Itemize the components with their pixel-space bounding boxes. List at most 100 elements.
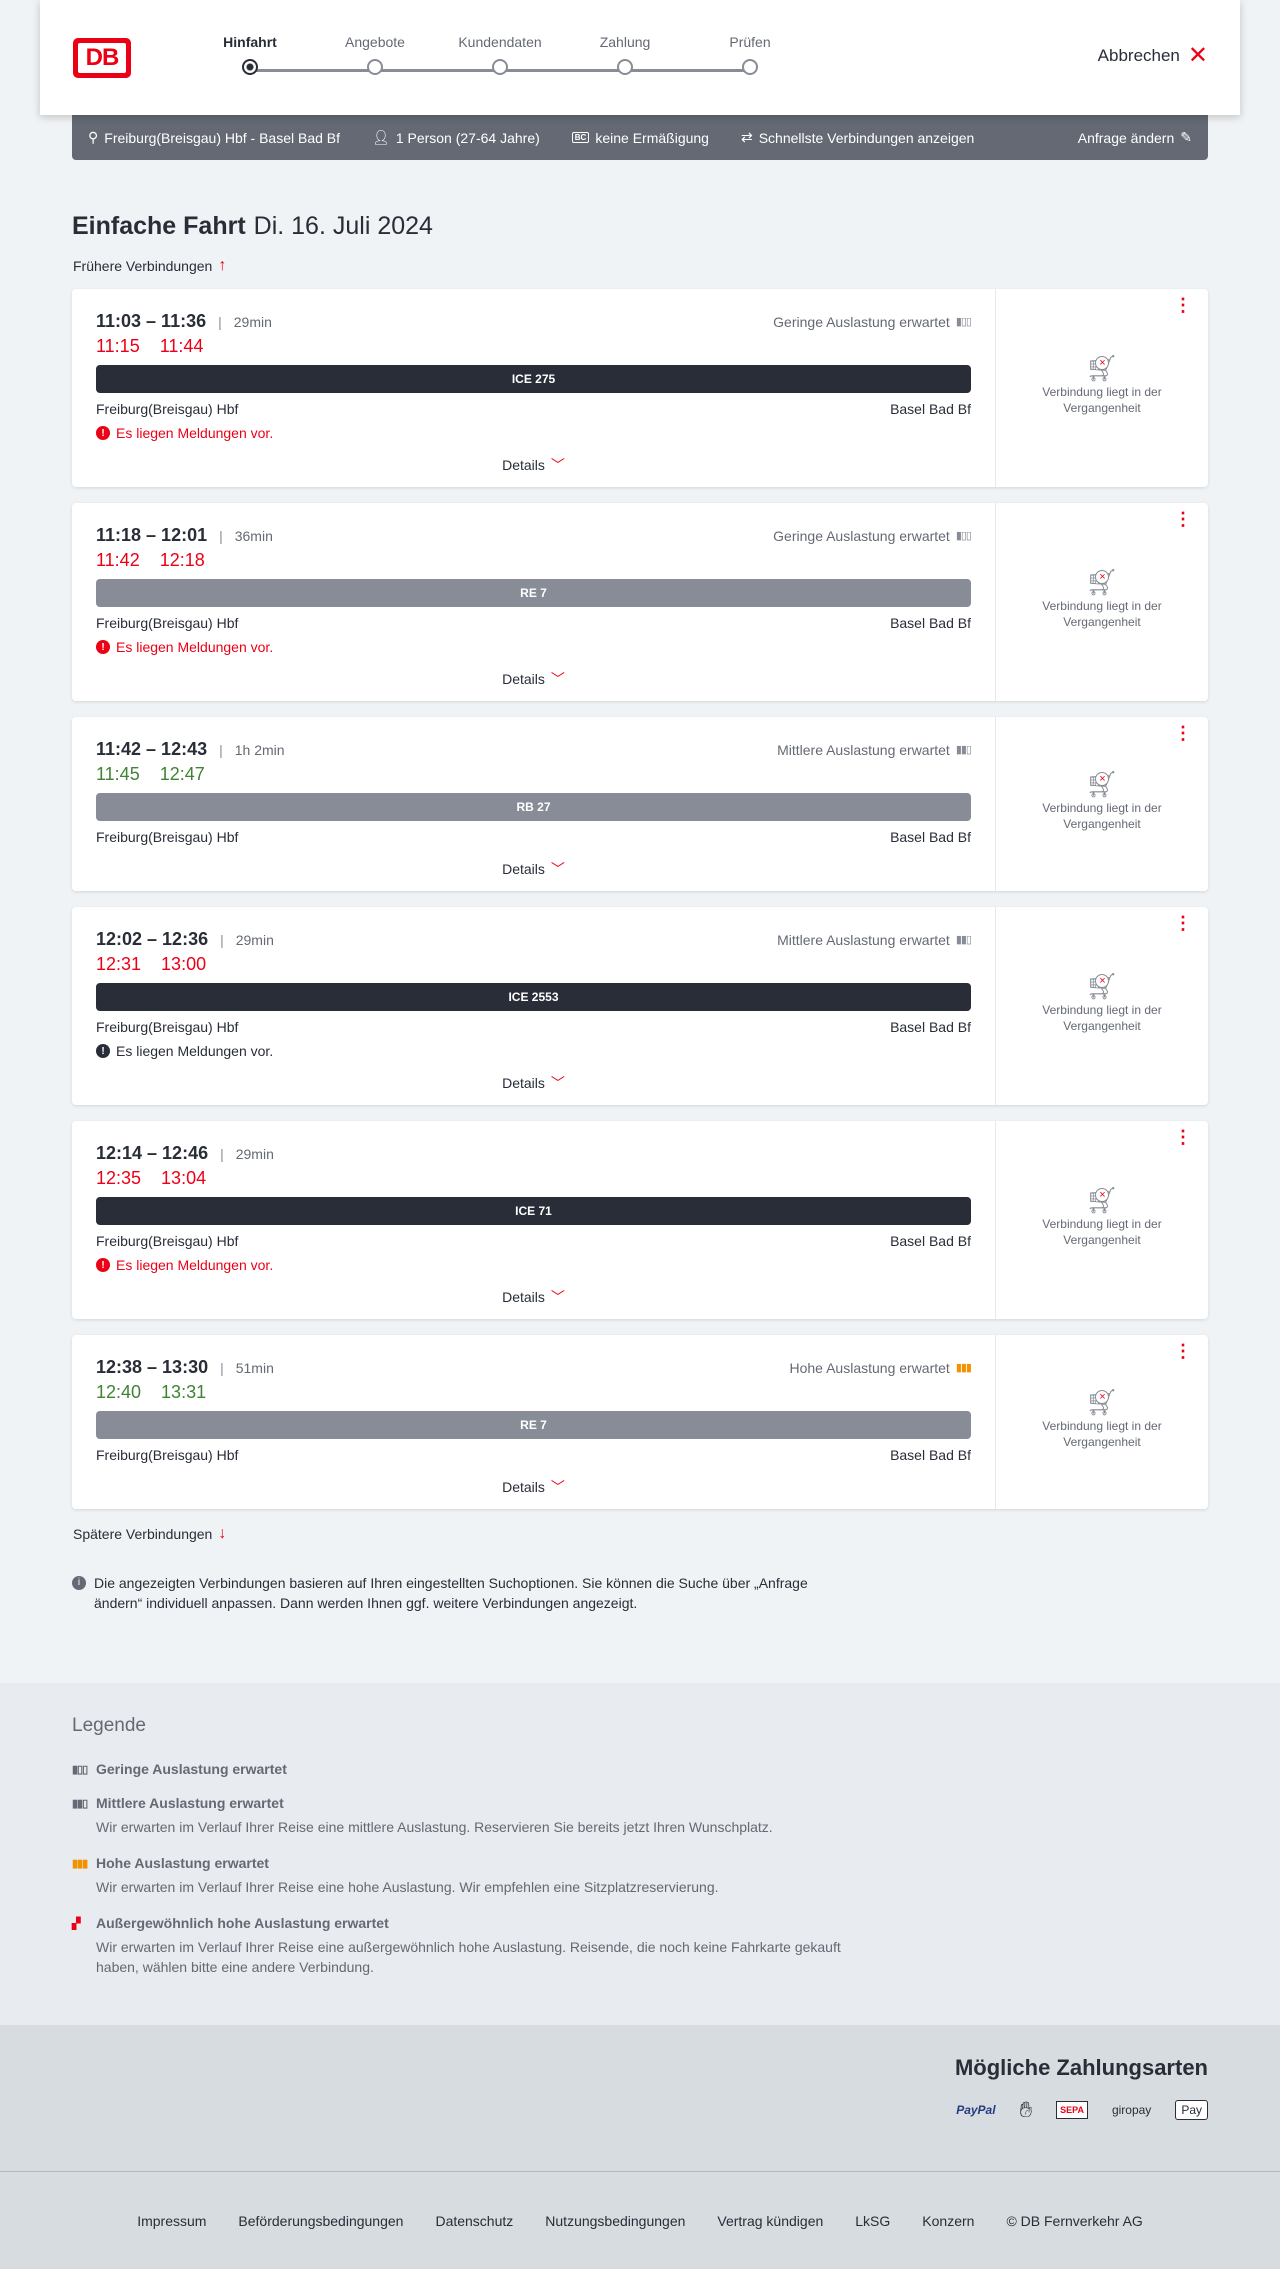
info-icon: i — [72, 1576, 86, 1590]
booking-panel: ⋮ 🛒︎× Verbindung liegt in der Vergangenhei… — [995, 289, 1208, 487]
divider: | — [219, 741, 223, 758]
legend-item: ▮▮▯ Mittlere Auslastung erwartet Wir erwar… — [72, 1795, 773, 1835]
planned-times: 12:38 – 13:30 — [96, 1357, 209, 1377]
legend-item: ▞ Außergewöhnlich hohe Auslastung erwarte… — [72, 1915, 841, 1975]
step-hinfahrt: Hinfahrt — [200, 34, 300, 75]
footer-link[interactable]: © DB Fernverkehr AG — [1006, 2212, 1143, 2229]
arrow-down-icon: ↓ — [218, 1525, 227, 1542]
connection-card[interactable]: 11:03 – 11:36 | 29min Geringe Auslastung e… — [72, 289, 1208, 487]
message-notice[interactable]: ! Es liegen Meldungen vor. — [96, 425, 971, 441]
train-bar[interactable]: ICE 275 — [96, 365, 971, 393]
actual-times: 12:31 13:00 — [96, 954, 207, 974]
info-note: i Die angezeigten Verbindungen basieren a… — [72, 1573, 842, 1613]
chevron-down-icon: ﹀ — [550, 1479, 565, 1495]
step-zahlung: Zahlung — [575, 34, 675, 75]
edit-request-button[interactable]: Anfrage ändern ✎ — [1077, 129, 1192, 146]
more-options-icon[interactable]: ⋮ — [1174, 295, 1192, 315]
duration: 36min — [234, 527, 273, 544]
message-notice[interactable]: ! Es liegen Meldungen vor. — [96, 1257, 971, 1273]
actual-times: 12:40 13:31 — [96, 1382, 207, 1402]
actual-times: 11:42 12:18 — [96, 550, 205, 570]
footer-link[interactable]: Vertrag kündigen — [717, 2212, 824, 2229]
train-bar[interactable]: RE 7 — [96, 579, 971, 607]
more-options-icon[interactable]: ⋮ — [1174, 1341, 1192, 1361]
message-notice[interactable]: ! Es liegen Meldungen vor. — [96, 639, 971, 655]
alert-icon: ! — [96, 640, 110, 654]
giropay-logo: giropay — [1111, 2103, 1152, 2117]
details-toggle[interactable]: Details ﹀ — [502, 1479, 565, 1495]
chevron-down-icon: ﹀ — [550, 1075, 565, 1091]
more-options-icon[interactable]: ⋮ — [1174, 913, 1192, 933]
train-bar[interactable]: RB 27 — [96, 793, 971, 821]
footer-link[interactable]: Impressum — [137, 2212, 207, 2229]
train-bar[interactable]: ICE 71 — [96, 1197, 971, 1225]
details-toggle[interactable]: Details ﹀ — [502, 1075, 565, 1091]
cancel-button[interactable]: Abbrechen ✕ — [1097, 42, 1208, 69]
duration: 51min — [235, 1359, 274, 1376]
load-indicator: Mittlere Auslastung erwartet ▮▮▯ — [777, 741, 972, 758]
discount-info: BC keine Ermäßigung — [571, 130, 709, 146]
origin-station: Freiburg(Breisgau) Hbf — [96, 829, 239, 845]
destination-station: Basel Bad Bf — [890, 1019, 971, 1035]
connection-card[interactable]: 12:14 – 12:46 | 29min 12:35 13:04 ICE 71 Fr… — [72, 1121, 1208, 1319]
legend-item: ▮▮▮ Hohe Auslastung erwartet Wir erwarten … — [72, 1855, 719, 1895]
footer-link[interactable]: Nutzungsbedingungen — [545, 2212, 686, 2229]
connection-info: 12:38 – 13:30 | 51min Hohe Auslastung erwa… — [72, 1335, 995, 1509]
sepa-logo: SEPA — [1056, 2101, 1088, 2119]
footer-link[interactable]: Beförderungsbedingungen — [238, 2212, 404, 2229]
step-dot — [742, 59, 758, 75]
connection-card[interactable]: 11:18 – 12:01 | 36min Geringe Auslastung e… — [72, 503, 1208, 701]
cart-unavailable-icon: 🛒︎× — [1085, 771, 1118, 797]
more-options-icon[interactable]: ⋮ — [1174, 1127, 1192, 1147]
close-icon: ✕ — [1187, 42, 1208, 69]
more-options-icon[interactable]: ⋮ — [1174, 509, 1192, 529]
details-toggle[interactable]: Details ﹀ — [502, 861, 565, 877]
step-dot — [367, 59, 383, 75]
footer-link[interactable]: LkSG — [855, 2212, 891, 2229]
header: DB Hinfahrt Angebote Kundendaten Zahlung Prü… — [40, 0, 1240, 115]
connection-info: 11:18 – 12:01 | 36min Geringe Auslastung e… — [72, 503, 995, 701]
details-toggle[interactable]: Details ﹀ — [502, 457, 565, 473]
occupancy-icon: ▮▮▯ — [955, 934, 972, 946]
message-notice[interactable]: ! Es liegen Meldungen vor. — [96, 1043, 971, 1059]
alert-icon: ! — [96, 1258, 110, 1272]
footer-link[interactable]: Datenschutz — [435, 2212, 514, 2229]
occupancy-icon: ▮▯▯ — [955, 530, 972, 542]
details-toggle[interactable]: Details ﹀ — [502, 671, 565, 687]
duration: 1h 2min — [234, 741, 285, 758]
connection-card[interactable]: 12:38 – 13:30 | 51min Hohe Auslastung erwa… — [72, 1335, 1208, 1509]
booking-panel: ⋮ 🛒︎× Verbindung liegt in der Vergangenhei… — [995, 1121, 1208, 1319]
occupancy-icon: ▮▮▮ — [955, 1362, 972, 1374]
db-logo[interactable]: DB — [73, 38, 131, 78]
footer-link[interactable]: Konzern — [922, 2212, 975, 2229]
train-bar[interactable]: RE 7 — [96, 1411, 971, 1439]
duration: 29min — [233, 313, 272, 330]
connection-card[interactable]: 11:42 – 12:43 | 1h 2min Mittlere Auslastun… — [72, 717, 1208, 891]
destination-station: Basel Bad Bf — [890, 615, 971, 631]
connection-card[interactable]: 12:02 – 12:36 | 29min Mittlere Auslastung … — [72, 907, 1208, 1105]
unavailable-text: Verbindung liegt in der Vergangenheit — [1042, 1003, 1162, 1033]
origin-station: Freiburg(Breisgau) Hbf — [96, 1019, 239, 1035]
train-bar[interactable]: ICE 2553 — [96, 983, 971, 1011]
details-toggle[interactable]: Details ﹀ — [502, 1289, 565, 1305]
chevron-down-icon: ﹀ — [550, 457, 565, 473]
cart-unavailable-icon: 🛒︎× — [1085, 569, 1118, 595]
actual-times: 11:15 11:44 — [96, 336, 204, 356]
search-summary-bar: ⚲ Freiburg(Breisgau) Hbf - Basel Bad Bf 👤… — [72, 115, 1208, 160]
earlier-connections-link[interactable]: Frühere Verbindungen ↑ — [73, 257, 227, 274]
booking-panel: ⋮ 🛒︎× Verbindung liegt in der Vergangenhei… — [995, 1335, 1208, 1509]
divider: | — [218, 313, 222, 330]
chevron-down-icon: ﹀ — [550, 861, 565, 877]
divider: | — [220, 931, 224, 948]
more-options-icon[interactable]: ⋮ — [1174, 723, 1192, 743]
paypal-logo: PayPal — [956, 2103, 996, 2117]
fastest-info: ⇄ Schnellste Verbindungen anzeigen — [740, 129, 975, 146]
occupancy-icon: ▮▮▯ — [955, 744, 972, 756]
location-pin-icon: ⚲ — [88, 129, 99, 145]
page-title: Einfache Fahrt Di. 16. Juli 2024 — [72, 212, 433, 240]
payment-title: Mögliche Zahlungsarten — [954, 2055, 1208, 2080]
unavailable-text: Verbindung liegt in der Vergangenheit — [1042, 801, 1162, 831]
contactless-card-icon: ✋︎ — [1019, 2097, 1033, 2122]
later-connections-link[interactable]: Spätere Verbindungen ↓ — [73, 1525, 227, 1542]
destination-station: Basel Bad Bf — [890, 1447, 971, 1463]
